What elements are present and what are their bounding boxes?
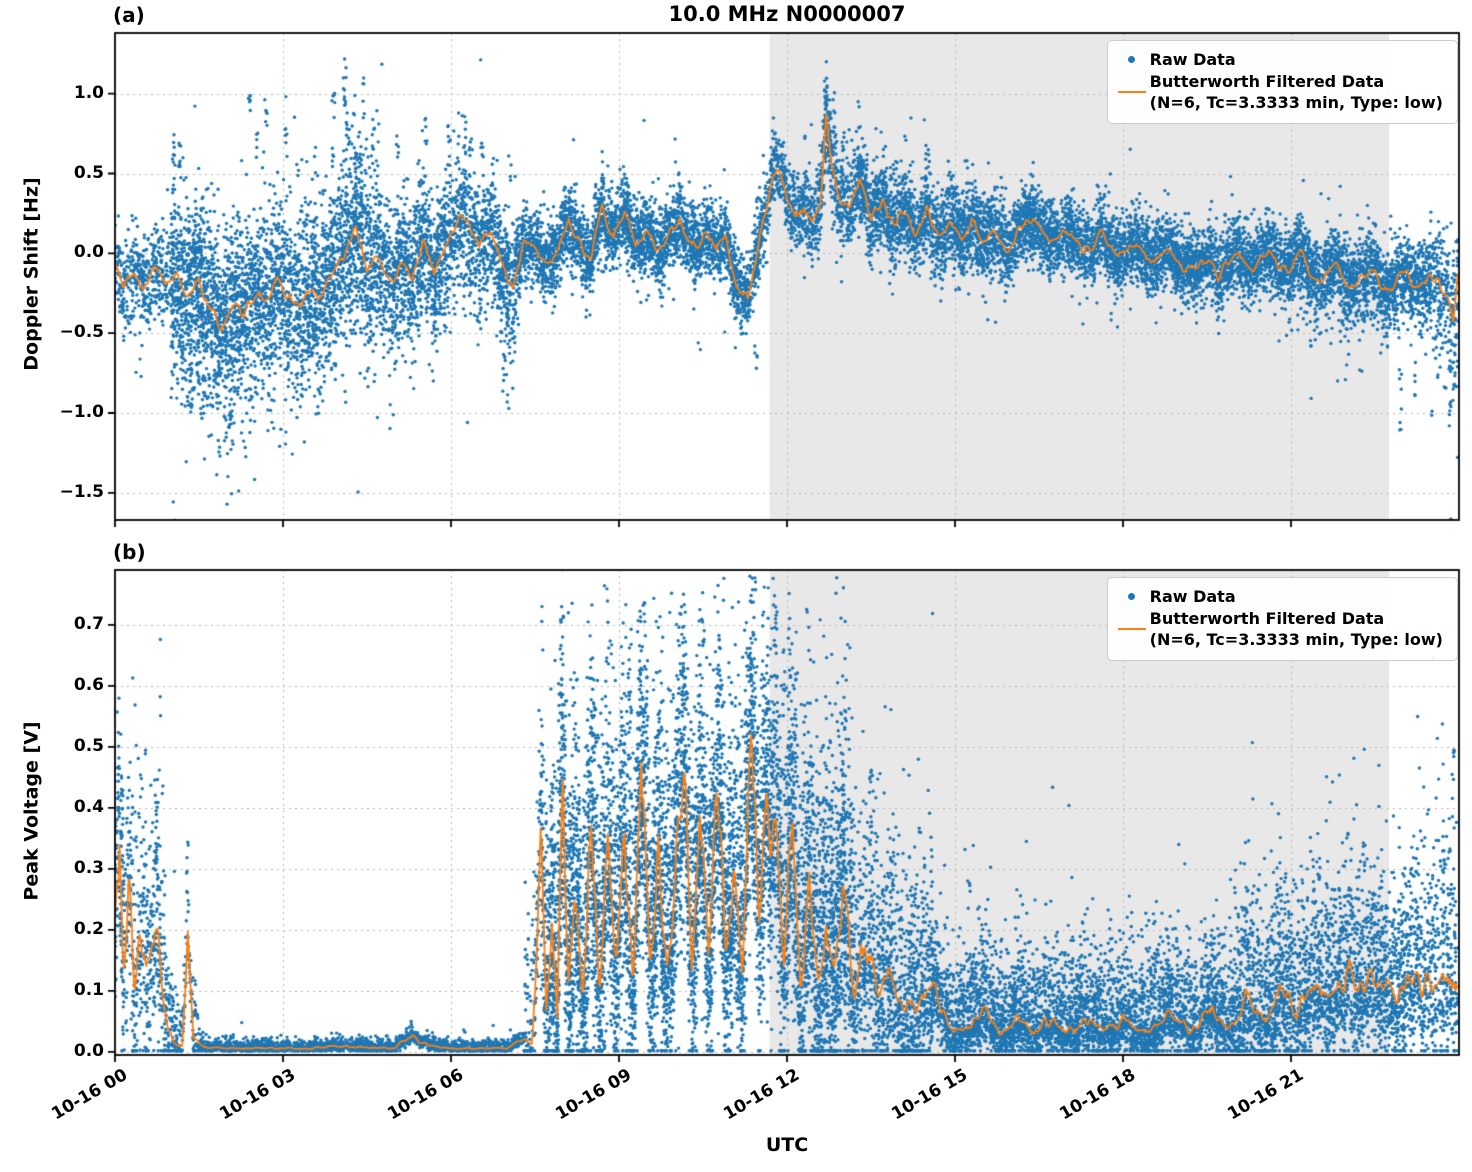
y-tick-label: 0.5 bbox=[73, 162, 104, 183]
chart-title: 10.0 MHz N0000007 bbox=[668, 2, 906, 26]
filtered-line-icon bbox=[1114, 91, 1150, 93]
legend-filtered-sublabel: (N=6, Tc=3.3333 min, Type: low) bbox=[1149, 630, 1443, 649]
legend-filtered-label: Butterworth Filtered Data bbox=[1149, 609, 1385, 628]
legend-raw-entry: Raw Data bbox=[1114, 587, 1443, 606]
y-tick-label: 0.0 bbox=[73, 1040, 104, 1061]
legend-filtered-entry: Butterworth Filtered Data (N=6, Tc=3.333… bbox=[1114, 608, 1443, 650]
y-tick-label: 0.4 bbox=[73, 796, 104, 817]
y-tick-label: −1.5 bbox=[59, 481, 104, 502]
y-tick-label: 0.7 bbox=[73, 613, 104, 634]
legend-filtered-entry: Butterworth Filtered Data (N=6, Tc=3.333… bbox=[1114, 71, 1443, 113]
panel-b-tag: (b) bbox=[113, 540, 146, 564]
y-tick-label: 0.1 bbox=[73, 979, 104, 1000]
y-tick-label: 0.6 bbox=[73, 674, 104, 695]
x-axis-label: UTC bbox=[765, 1134, 809, 1156]
panel-a-legend: Raw Data Butterworth Filtered Data (N=6,… bbox=[1106, 40, 1458, 124]
panel-a-ylabel: Doppler Shift [Hz] bbox=[20, 177, 43, 371]
panel-b-legend: Raw Data Butterworth Filtered Data (N=6,… bbox=[1106, 577, 1458, 661]
y-tick-label: 0.5 bbox=[73, 735, 104, 756]
legend-raw-label: Raw Data bbox=[1149, 50, 1236, 69]
raw-data-dot-icon bbox=[1114, 56, 1150, 63]
y-tick-label: 1.0 bbox=[73, 82, 104, 103]
raw-data-dot-icon bbox=[1114, 593, 1150, 600]
legend-filtered-sublabel: (N=6, Tc=3.3333 min, Type: low) bbox=[1149, 93, 1443, 112]
y-tick-label: −1.0 bbox=[59, 402, 104, 423]
legend-filtered-label: Butterworth Filtered Data bbox=[1149, 72, 1385, 91]
y-tick-label: 0.2 bbox=[73, 918, 104, 939]
y-tick-label: −0.5 bbox=[59, 322, 104, 343]
legend-raw-entry: Raw Data bbox=[1114, 50, 1443, 69]
y-tick-label: 0.3 bbox=[73, 857, 104, 878]
filtered-line-icon bbox=[1114, 628, 1150, 630]
legend-raw-label: Raw Data bbox=[1149, 587, 1236, 606]
y-tick-label: 0.0 bbox=[73, 242, 104, 263]
panel-a-tag: (a) bbox=[113, 3, 145, 27]
